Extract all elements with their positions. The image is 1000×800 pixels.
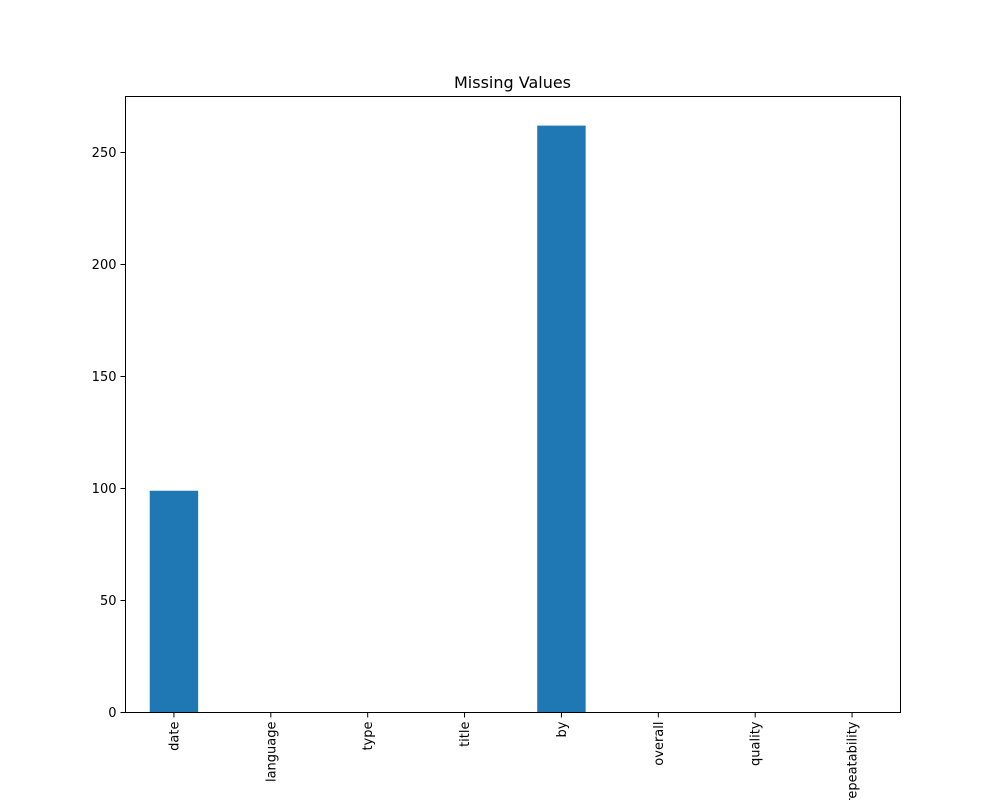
x-axis: date language type title by overall quality rep… (167, 712, 861, 800)
y-tick-label-0: 0 (108, 706, 116, 721)
x-tick-label-date: date (167, 722, 182, 751)
y-tick-label-150: 150 (92, 370, 117, 385)
x-tick-label-type: type (361, 722, 376, 751)
y-tick-label-250: 250 (92, 146, 117, 161)
plot-frame (125, 96, 901, 713)
bar-by (537, 125, 586, 713)
x-tick-label-repeatability: repeatability (846, 721, 861, 800)
x-tick-label-by: by (555, 721, 570, 737)
y-tick-label-50: 50 (100, 594, 117, 609)
x-tick-label-quality: quality (749, 721, 764, 766)
y-tick-label-200: 200 (92, 258, 117, 273)
bars-layer (149, 125, 586, 713)
bar-date (149, 490, 199, 713)
x-tick-label-overall: overall (652, 722, 667, 766)
chart-title: Missing Values (454, 73, 571, 92)
x-tick-label-language: language (264, 722, 279, 783)
y-tick-label-100: 100 (92, 482, 117, 497)
x-tick-label-title: title (458, 722, 473, 747)
y-axis: 0 50 100 150 200 250 (92, 146, 126, 721)
